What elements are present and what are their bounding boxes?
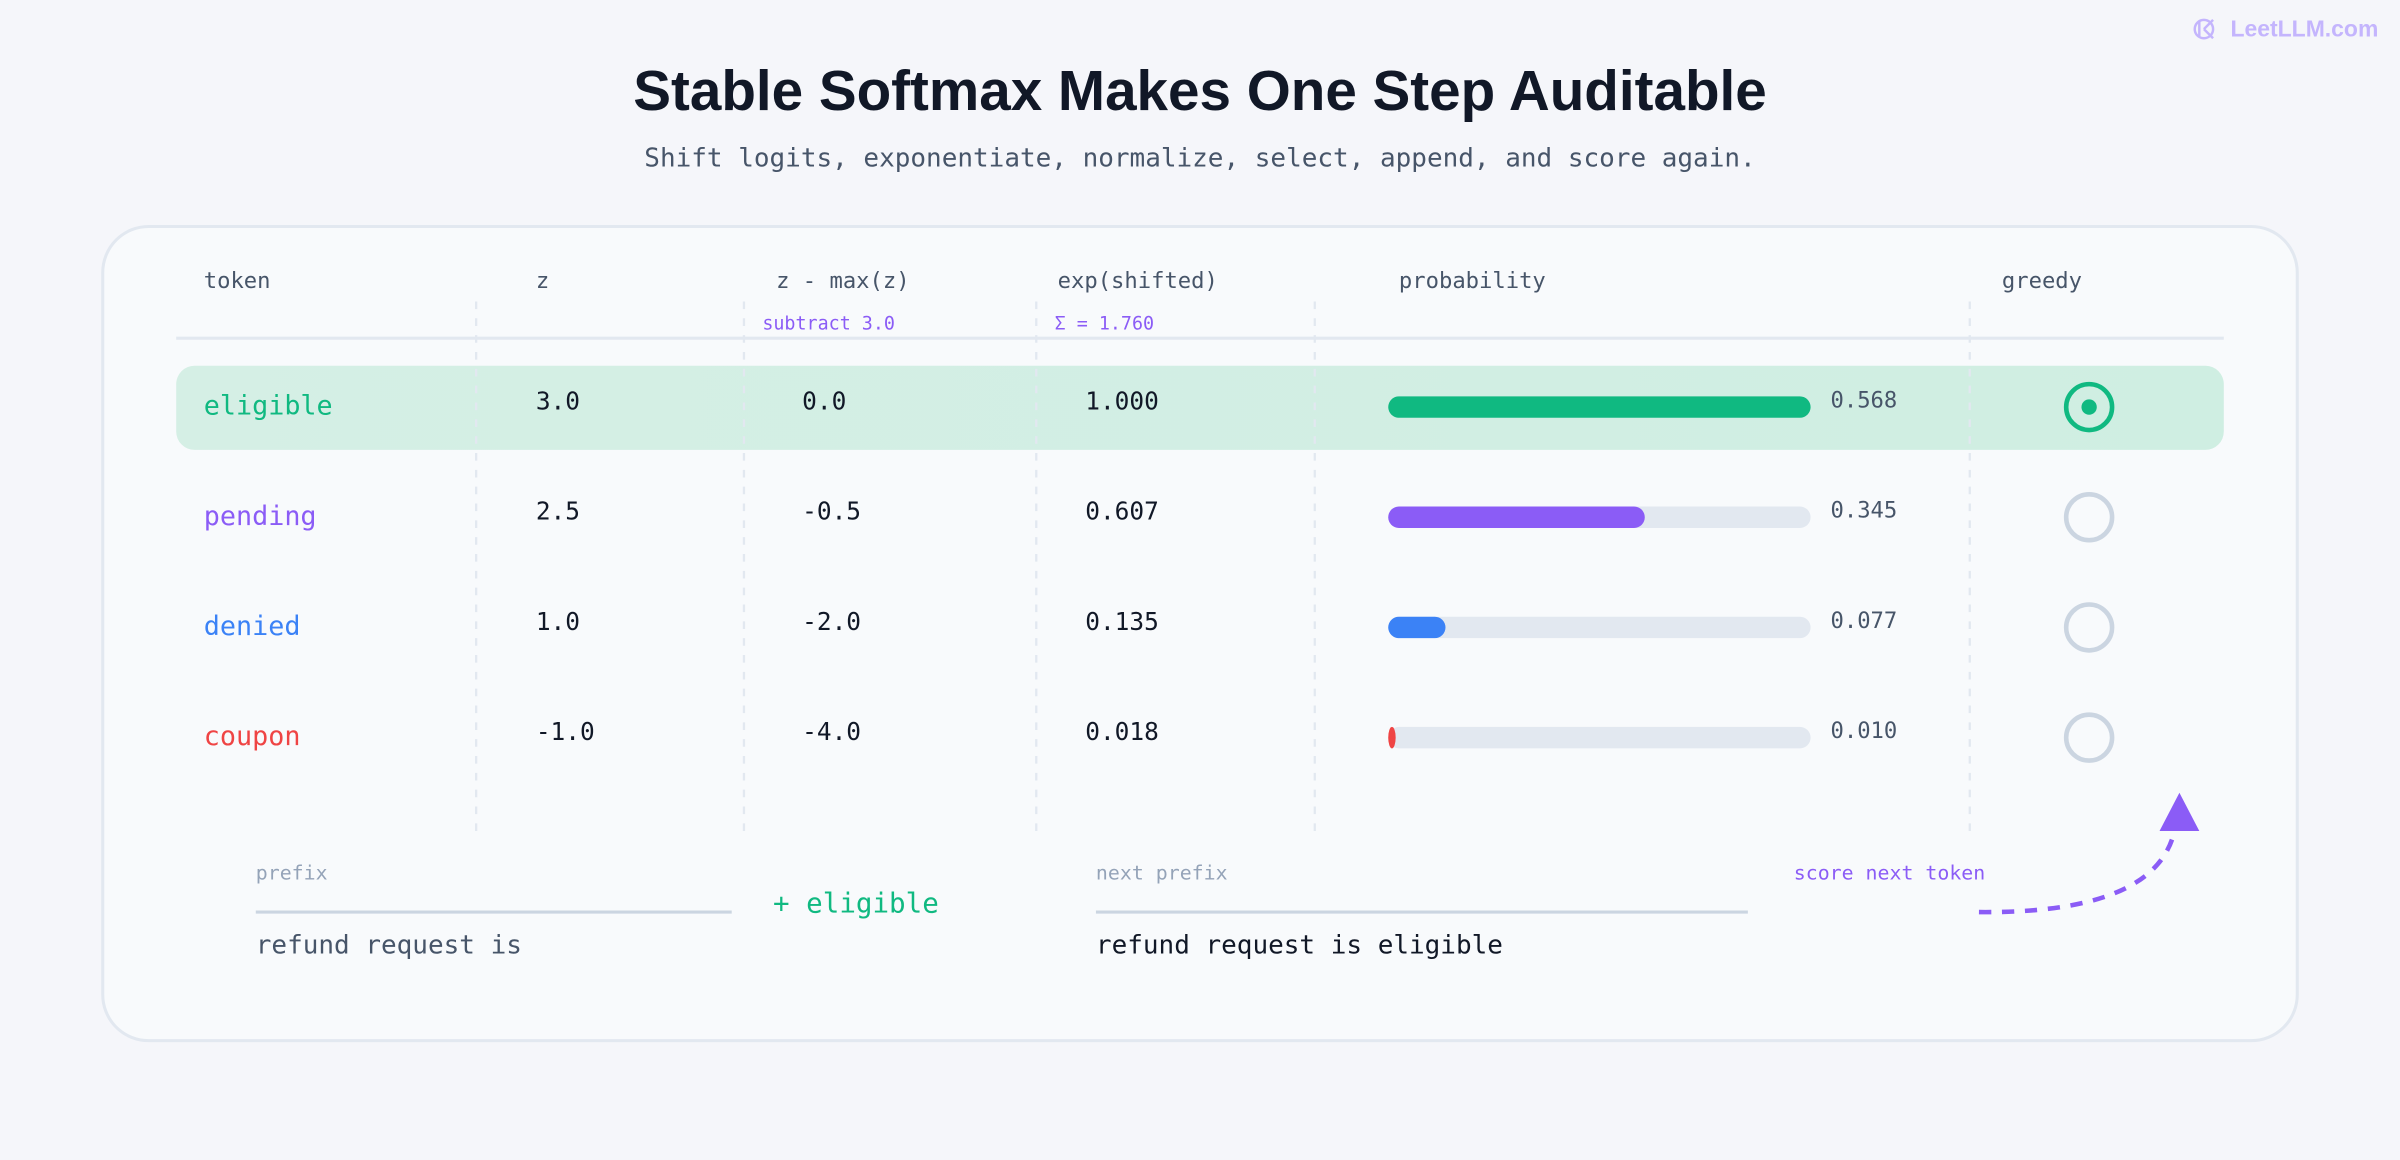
column-header: z - max(z) (776, 268, 910, 294)
shifted-logit: -0.5 (802, 497, 861, 526)
probability-bar (1388, 396, 1811, 418)
greedy-dot (2081, 399, 2097, 415)
probability-label: 0.568 (1831, 387, 1898, 413)
token: coupon (204, 721, 301, 752)
shifted-logit: -4.0 (802, 717, 861, 746)
column-dividers (475, 301, 1971, 835)
logit: 3.0 (536, 386, 580, 415)
greedy-radio (2063, 712, 2115, 763)
shift-note: subtract 3.0 (762, 313, 895, 334)
column-header: exp(shifted) (1058, 268, 1218, 294)
logit: -1.0 (536, 717, 595, 746)
token: pending (204, 501, 317, 532)
probability-bar (1388, 726, 1396, 749)
column-header: greedy (2002, 268, 2082, 294)
prefix-label: prefix (256, 861, 328, 884)
append-token: + eligible (773, 887, 939, 919)
logit: 2.5 (536, 497, 580, 526)
card (101, 224, 2299, 1043)
column-header: token (204, 268, 271, 294)
watermark: LeetLLM.com (2231, 16, 2379, 42)
token: eligible (204, 391, 333, 422)
probability-track (1388, 616, 1811, 639)
row-highlight (176, 365, 2224, 450)
exp-value: 0.018 (1085, 717, 1159, 746)
action-label: score next token (1794, 861, 1985, 884)
watermark-icon (2193, 18, 2215, 40)
column-header: z (536, 268, 549, 294)
arrow-head (2159, 792, 2200, 831)
exp-value: 1.000 (1085, 386, 1159, 415)
probability-label: 0.345 (1831, 498, 1898, 524)
probability-label: 0.010 (1831, 718, 1898, 744)
probability-bar (1388, 506, 1645, 528)
next-prefix-label: next prefix (1096, 861, 1228, 884)
prefix: refund request is (256, 930, 522, 960)
exp-value: 0.135 (1085, 607, 1159, 636)
column-header: probability (1399, 268, 1546, 294)
probability-bar (1388, 616, 1446, 639)
exp-value: 0.607 (1085, 497, 1159, 526)
shifted-logit: 0.0 (802, 386, 846, 415)
logit: 1.0 (536, 607, 580, 636)
subtitle: Shift logits, exponentiate, normalize, s… (644, 144, 1755, 174)
greedy-radio (2063, 602, 2115, 653)
token: denied (204, 611, 301, 642)
probability-track (1388, 726, 1811, 749)
sum-note: Σ = 1.760 (1055, 313, 1154, 334)
next-prefix: refund request is eligible (1096, 930, 1503, 960)
probability-label: 0.077 (1831, 608, 1898, 634)
shifted-logit: -2.0 (802, 607, 861, 636)
title: Stable Softmax Makes One Step Auditable (633, 59, 1767, 122)
greedy-radio (2063, 492, 2115, 543)
greedy-radio (2063, 381, 2115, 433)
